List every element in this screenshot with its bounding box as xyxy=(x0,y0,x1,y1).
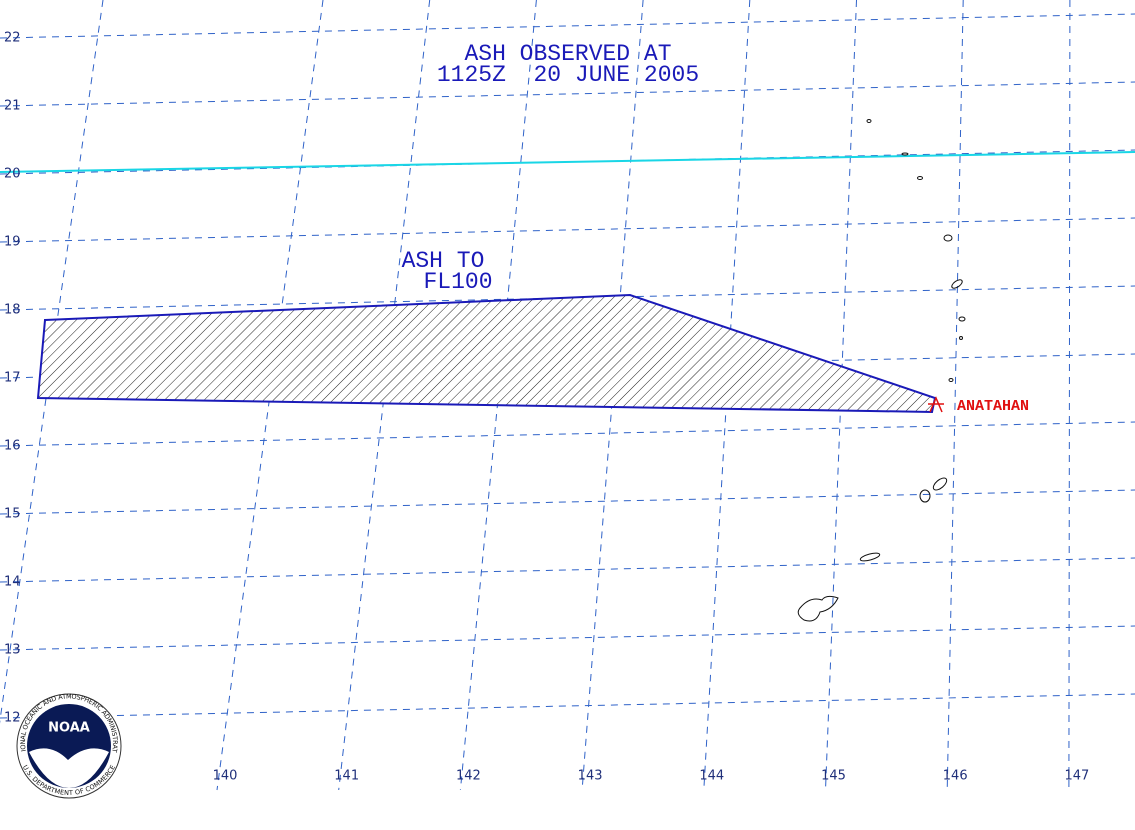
island xyxy=(797,595,839,622)
meridian xyxy=(338,0,431,791)
logo-name: NOAA xyxy=(48,721,90,736)
title-line-1: ASH OBSERVED AT xyxy=(464,41,671,67)
meridian xyxy=(1068,0,1071,791)
volcano-symbol xyxy=(928,396,944,413)
longitude-label: 144 xyxy=(699,769,724,784)
island xyxy=(866,119,872,123)
latitude-label: 14 xyxy=(4,575,21,590)
island xyxy=(943,234,953,242)
longitude-label: 143 xyxy=(578,769,603,784)
island xyxy=(932,477,948,491)
islands xyxy=(797,119,966,622)
island xyxy=(859,552,881,562)
meridian xyxy=(216,0,324,791)
parallel xyxy=(0,421,1135,447)
parallel xyxy=(0,217,1135,243)
title-line-2: 1125Z 20 JUNE 2005 xyxy=(437,62,699,88)
longitude-label: 141 xyxy=(334,769,359,784)
logo-gull xyxy=(29,748,109,788)
latitude-label: 17 xyxy=(4,371,21,386)
latitude-label: 13 xyxy=(4,643,21,658)
parallel xyxy=(0,693,1135,719)
longitude-label: 145 xyxy=(821,769,846,784)
island xyxy=(948,378,954,382)
longitude-label: 140 xyxy=(213,769,238,784)
latitude-label: 15 xyxy=(4,507,21,522)
parallel xyxy=(0,13,1135,39)
ash-label-line-2: FL100 xyxy=(423,269,492,295)
latitude-label: 19 xyxy=(4,235,21,250)
longitude-label: 146 xyxy=(943,769,968,784)
longitude-label: 142 xyxy=(456,769,481,784)
meridian xyxy=(946,0,964,791)
island xyxy=(958,316,966,322)
volcano-name: ANATAHAN xyxy=(957,398,1029,415)
longitude-label: 147 xyxy=(1064,769,1089,784)
ash-polygon xyxy=(36,293,937,414)
latitude-label: 18 xyxy=(4,303,21,318)
island xyxy=(951,279,963,289)
latitude-label: 22 xyxy=(4,31,21,46)
parallel xyxy=(0,557,1135,583)
latitude-label: 21 xyxy=(4,99,21,114)
parallel xyxy=(0,489,1135,515)
island xyxy=(901,152,909,156)
island xyxy=(919,489,931,503)
parallel xyxy=(0,625,1135,651)
island xyxy=(959,336,963,340)
ash-label-line-1: ASH TO xyxy=(402,248,485,274)
latitude-label: 20 xyxy=(4,167,21,182)
island xyxy=(917,176,923,180)
boundary-line xyxy=(0,151,1135,173)
latitude-label: 12 xyxy=(4,711,21,726)
latitude-label: 16 xyxy=(4,439,21,454)
meridian xyxy=(0,0,104,724)
